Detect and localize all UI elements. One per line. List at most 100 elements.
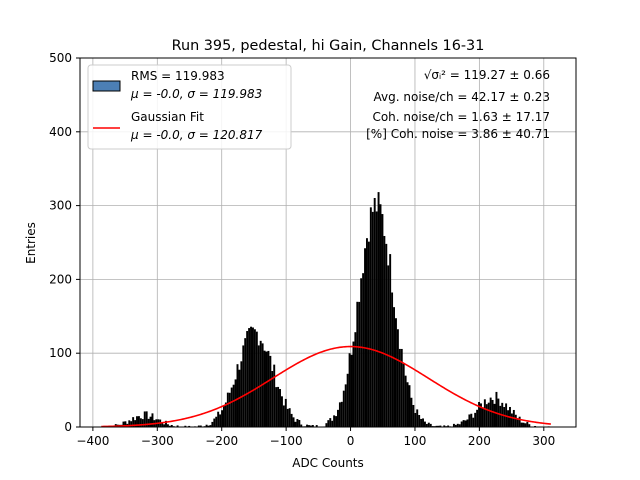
histogram-bar [491,399,494,427]
histogram-bar [340,401,343,427]
histogram-bar [423,421,426,427]
histogram-bar [400,348,403,427]
y-tick-label: 400 [49,125,72,139]
annotations: √σᵢ² = 119.27 ± 0.66 Avg. noise/ch = 42.… [366,68,550,141]
histogram-bar [483,399,486,427]
histogram-bar [371,211,374,427]
y-tick-label: 0 [64,420,72,434]
histogram-bar [439,425,442,427]
histogram-bar [253,329,256,427]
legend-histogram-line2: μ = -0.0, σ = 119.983 [130,87,262,101]
plot-frame [79,57,577,428]
histogram-bar [352,341,355,427]
histogram-bar [242,345,245,427]
histogram-bar [273,364,276,427]
histogram-bar [255,331,258,427]
histogram-bar [416,409,419,427]
histogram-bar [290,413,293,427]
y-tick-label: 100 [49,346,72,360]
histogram-bar [516,418,519,427]
histogram-bar [134,420,137,427]
histogram-bar [358,301,361,427]
histogram-bar [454,424,457,427]
histogram-bar [534,425,537,427]
histogram-bar [286,408,289,427]
annotation-coh-noise: Coh. noise/ch = 1.63 ± 17.17 [372,110,550,124]
histogram-bar [315,425,318,427]
histogram-bar [213,418,216,427]
histogram-bar [497,398,500,427]
histogram-bar [402,364,405,427]
histogram-bar [136,416,138,427]
histogram-bar [311,425,314,427]
x-tick-label: −400 [76,434,109,448]
histogram-bar [211,421,214,427]
histogram-bar [389,254,392,427]
histogram-bar [379,204,382,427]
histogram-bar [342,390,345,427]
histogram-bar [396,329,399,427]
histogram-bar [230,387,233,427]
histogram-bar [184,425,187,427]
y-tick-label: 500 [49,51,72,65]
histogram-bar [514,414,517,427]
histogram-bar [381,214,384,427]
x-tick-label: 300 [532,434,555,448]
legend-box [87,64,292,150]
histogram-bar [429,423,432,427]
histogram-bar [143,411,146,427]
legend: RMS = 119.983 μ = -0.0, σ = 119.983 Gaus… [87,64,292,150]
histogram-bar [124,421,127,427]
histogram-bar [284,398,287,427]
histogram-bar [418,415,421,427]
histogram-bar [354,332,357,427]
chart-title: Run 395, pedestal, hi Gain, Channels 16-… [172,38,485,54]
histogram-bar [470,413,473,427]
histogram-bar [219,414,222,427]
histogram-bar [499,405,502,427]
histogram-bar [478,401,481,427]
histogram-bar [458,424,461,427]
histogram-bar [524,423,527,427]
histogram-bar [205,424,208,427]
histogram-bar [367,241,370,427]
histogram-bar [309,425,312,427]
histogram-bar [275,387,278,427]
histogram-bar [375,211,378,427]
histogram-bar [387,265,390,427]
histogram-bars [108,192,550,427]
histogram-bar [503,407,506,427]
histogram-bar [443,425,446,427]
legend-fit-line2: μ = -0.0, σ = 120.817 [130,128,263,142]
histogram-bar [221,410,224,427]
histogram-bar [306,424,309,427]
histogram-bar [393,307,395,427]
histogram-bar [279,389,281,427]
histogram-bar [364,248,367,427]
histogram-bar [259,340,262,427]
histogram-bar [296,419,299,427]
histogram-bar [170,424,173,427]
histogram-bar [226,392,229,427]
histogram-bar [485,404,488,427]
annotation-sigma-sum: √σᵢ² = 119.27 ± 0.66 [424,68,550,82]
histogram-bar [489,397,492,427]
histogram-bar [329,418,332,427]
histogram-bar [425,423,428,427]
histogram-bar [383,235,386,427]
histogram-bar [472,417,475,427]
histogram-bar [197,425,200,427]
histogram-bar [137,416,140,427]
histogram-bar [145,411,148,427]
histogram-bar [474,412,477,427]
y-axis-ticks: 0 100 200 300 400 500 [49,51,80,434]
x-tick-label: −100 [270,434,303,448]
histogram-bar [466,419,469,427]
histogram-bar [398,348,401,427]
histogram-bar [176,425,179,427]
histogram-bar [207,425,210,427]
histogram-bar [246,331,249,427]
histogram-bar [250,326,252,427]
histogram-bar [410,397,413,427]
histogram-bar [408,385,411,427]
